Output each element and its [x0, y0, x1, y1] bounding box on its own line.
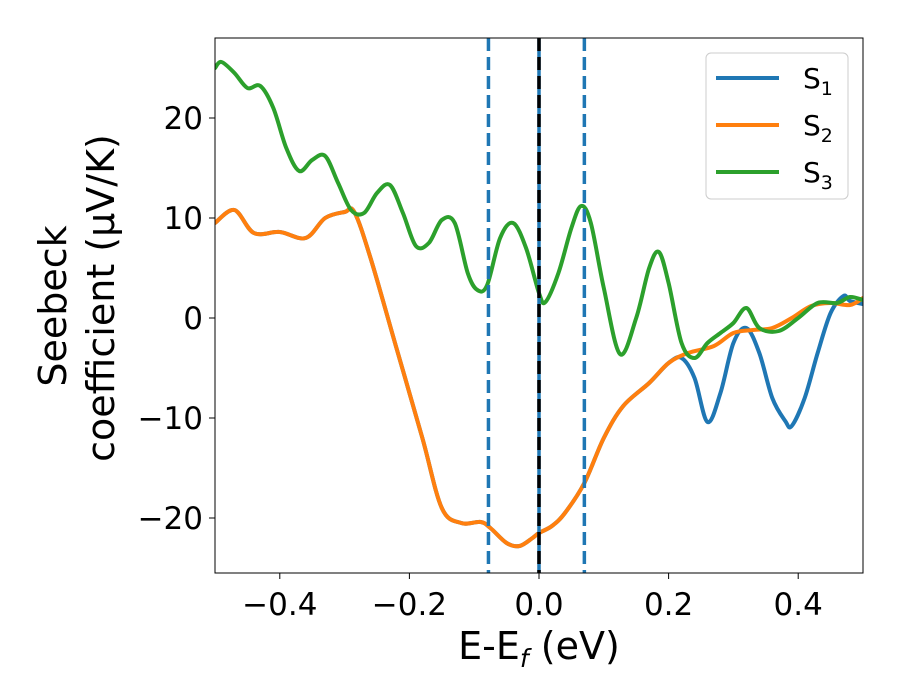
x-tick-label: 0.0: [514, 587, 563, 623]
x-axis-title: E-Ef (eV): [458, 624, 620, 673]
legend-label-s1: S1: [803, 62, 833, 100]
y-tick-label: 10: [164, 201, 203, 237]
x-tick-label: 0.4: [774, 587, 823, 623]
y-axis-title-line2: coefficient (μV/K): [79, 134, 123, 462]
x-tick-label: 0.2: [644, 587, 693, 623]
x-tick-label: −0.2: [372, 587, 447, 623]
legend: S1 S2 S3: [705, 52, 849, 200]
x-tick-label: −0.4: [242, 587, 317, 623]
series-line-s2: [215, 206, 863, 549]
y-axis: −20 −10 0 10 20: [138, 101, 215, 537]
y-tick-label: −10: [138, 401, 203, 437]
series-line-s3: [215, 59, 863, 360]
y-tick-label: 20: [164, 101, 203, 137]
x-axis: −0.4 −0.2 0.0 0.2 0.4: [242, 573, 823, 623]
y-tick-label: −20: [138, 501, 203, 537]
series-layer: [215, 59, 863, 549]
vline-layer: [486, 38, 587, 573]
y-axis-title-line1: Seebeck: [31, 225, 75, 386]
legend-label-s3: S3: [803, 156, 833, 194]
legend-label-s2: S2: [803, 109, 833, 147]
y-tick-label: 0: [183, 301, 203, 337]
